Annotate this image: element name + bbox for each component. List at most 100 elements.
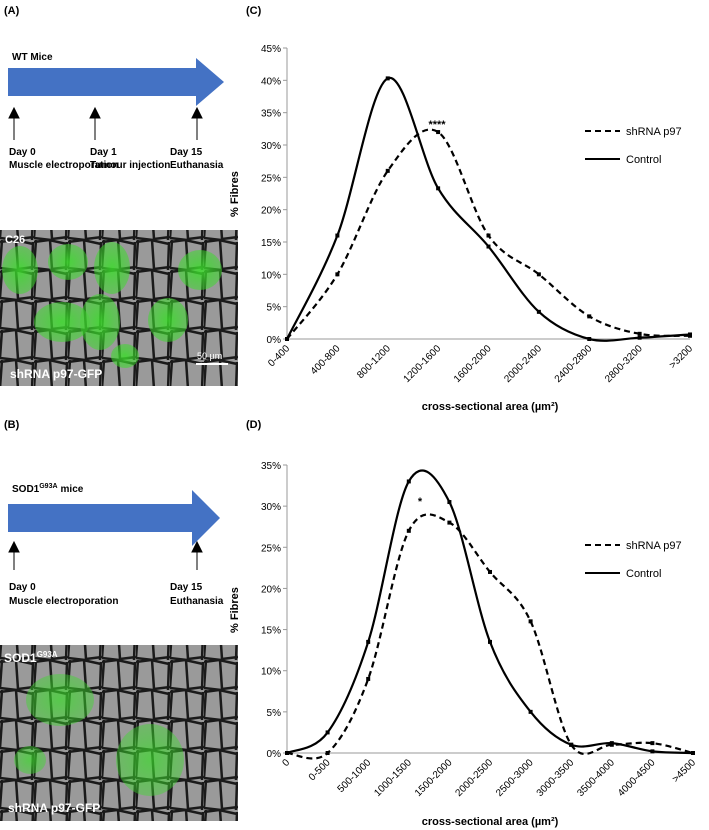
point <box>285 751 289 755</box>
legend-label: Control <box>626 154 661 166</box>
x-tick-label: 1500-2000 <box>413 757 455 799</box>
event-text: Muscle electroporation <box>9 596 118 607</box>
y-tick-label: 20% <box>261 206 281 217</box>
x-tick-label: 2000-2400 <box>502 343 544 385</box>
y-tick-label: 0% <box>267 749 282 760</box>
x-tick-label: 800-1200 <box>355 343 393 381</box>
point <box>366 676 371 681</box>
x-tick-label: 400-800 <box>309 343 343 377</box>
point <box>447 500 452 505</box>
point <box>436 130 441 135</box>
y-tick-label: 45% <box>261 44 281 55</box>
y-tick-label: 10% <box>261 270 281 281</box>
x-tick-label: >3200 <box>667 343 695 371</box>
point <box>486 233 491 238</box>
x-tick-label: 2500-3000 <box>494 757 536 799</box>
point <box>385 76 390 81</box>
point <box>609 741 614 746</box>
event-day: Day 1 <box>90 147 117 158</box>
y-tick-label: 30% <box>261 502 281 513</box>
event-text: Tumour injection <box>90 160 170 171</box>
image-caption: shRNA p97-GFP <box>10 367 102 381</box>
x-tick-label: 2800-3200 <box>603 343 645 385</box>
micrograph <box>0 645 238 821</box>
title-superscript: G93A <box>39 483 57 490</box>
title-part: mice <box>61 484 84 495</box>
point <box>587 314 592 319</box>
timeline-arrow <box>8 58 224 106</box>
point <box>406 528 411 533</box>
legend-label: Control <box>626 568 661 580</box>
x-tick-label: 500-1000 <box>336 757 374 795</box>
point <box>325 730 330 735</box>
scale-bar-label: 50 µm <box>197 351 222 361</box>
x-tick-label: 1600-2000 <box>452 343 494 385</box>
y-tick-label: 35% <box>261 461 281 472</box>
point <box>488 569 492 574</box>
point <box>637 335 642 340</box>
point <box>650 741 655 746</box>
point <box>637 331 642 336</box>
point <box>335 272 340 277</box>
point <box>335 233 340 238</box>
x-axis-title: cross-sectional area (µm²) <box>422 401 559 413</box>
point <box>406 479 411 484</box>
x-tick-label: 2400-2800 <box>553 343 595 385</box>
point <box>486 244 491 249</box>
y-tick-label: 10% <box>261 667 281 678</box>
panel-label: (B) <box>4 419 20 431</box>
legend-label: shRNA p97 <box>626 126 682 138</box>
series-line <box>286 128 691 340</box>
image-label: C26 <box>5 234 25 246</box>
timeline-arrow <box>8 490 220 546</box>
point <box>436 186 441 191</box>
point <box>285 337 289 341</box>
x-tick-label: 3000-3500 <box>535 757 577 799</box>
y-tick-label: 25% <box>261 543 281 554</box>
label-superscript: G93A <box>37 650 58 659</box>
point <box>385 168 390 173</box>
y-tick-label: 0% <box>267 335 282 346</box>
x-tick-label: 0-500 <box>307 757 333 783</box>
panel-label: (C) <box>246 5 262 17</box>
series-line <box>286 513 694 760</box>
point <box>447 520 452 525</box>
point <box>536 309 541 314</box>
x-axis-title: cross-sectional area (µm²) <box>422 816 559 828</box>
x-tick-label: 1200-1600 <box>402 343 444 385</box>
panel-label: (D) <box>246 419 262 431</box>
title-part: SOD1 <box>12 484 40 495</box>
y-tick-label: 40% <box>261 76 281 87</box>
event-arrows <box>8 106 203 140</box>
timeline-title: SOD1G93A mice <box>12 483 84 495</box>
event-arrows <box>8 540 203 570</box>
event-text: Euthanasia <box>170 160 224 171</box>
point <box>587 337 592 341</box>
point <box>366 639 371 644</box>
y-tick-label: 30% <box>261 141 281 152</box>
y-tick-label: 35% <box>261 109 281 120</box>
timeline-title: WT Mice <box>12 52 53 63</box>
annotation: * <box>418 496 423 508</box>
panel-label: (A) <box>4 5 20 17</box>
point <box>688 332 692 337</box>
x-tick-label: 0 <box>280 757 292 769</box>
annotation: **** <box>428 119 446 131</box>
y-tick-label: 5% <box>267 303 282 314</box>
y-tick-label: 25% <box>261 173 281 184</box>
legend-label: shRNA p97 <box>626 540 682 552</box>
point <box>528 709 533 714</box>
point <box>325 751 330 755</box>
point <box>536 272 541 277</box>
label-part: SOD1 <box>4 651 37 665</box>
x-tick-label: 4000-4500 <box>616 757 658 799</box>
x-tick-label: >4500 <box>670 757 698 785</box>
point <box>528 619 533 624</box>
event-text: Euthanasia <box>170 596 224 607</box>
point <box>650 749 655 754</box>
y-axis-title: % Fibres <box>229 171 241 217</box>
point <box>488 639 492 644</box>
y-tick-label: 20% <box>261 584 281 595</box>
y-tick-label: 5% <box>267 708 282 719</box>
